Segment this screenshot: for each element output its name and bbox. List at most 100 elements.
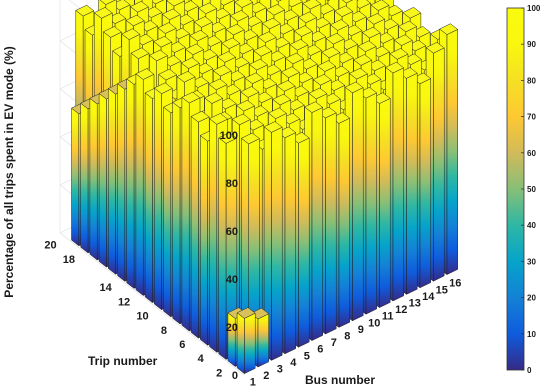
x-tick-label: 5 <box>304 350 310 362</box>
bar-top-face <box>334 5 354 17</box>
bar-top-face <box>93 7 113 19</box>
tick-labels: 0204060801001234567891011121314151624681… <box>44 130 461 389</box>
bar-top-face <box>248 58 268 71</box>
x-tick-label: 16 <box>449 278 461 290</box>
bar-side-face <box>172 101 181 325</box>
bar-side-face <box>98 92 107 268</box>
bar-side-face <box>200 134 208 346</box>
bar-top-face <box>275 0 282 2</box>
colorbar-tick-label: 50 <box>527 185 536 194</box>
bar-front-face <box>284 132 296 355</box>
bar-side-face <box>209 118 218 353</box>
bar-top-face <box>75 4 95 17</box>
x-tick-label: 14 <box>422 291 435 303</box>
bar-front-face <box>325 112 337 335</box>
bar-front-face <box>433 47 445 282</box>
bar <box>263 121 283 361</box>
x-tick-label: 8 <box>344 331 350 343</box>
bar-front-face <box>338 117 350 328</box>
y-tick-label: 2 <box>216 367 222 379</box>
bar-side-face <box>181 96 190 332</box>
bar-top-face <box>212 64 232 77</box>
bar-top-face <box>225 23 245 36</box>
colorbar-tick-label: 60 <box>527 149 536 158</box>
bar-top-face <box>321 46 341 59</box>
bar-front-face <box>379 98 391 308</box>
colorbar-tick-label: 0 <box>527 366 532 375</box>
bar-top-face <box>317 60 337 72</box>
bar-top-face <box>353 54 373 66</box>
bar-top-face <box>257 31 277 43</box>
bar-top-face <box>329 19 349 31</box>
bar-top-face <box>285 52 305 65</box>
bar-top-face <box>135 68 155 80</box>
bar-top-face <box>312 74 332 86</box>
bar-side-face <box>163 106 172 318</box>
bar-top-face <box>425 42 445 54</box>
bar-top-face <box>398 20 418 33</box>
colorbar-tick-label: 40 <box>527 221 536 230</box>
bar-top-face <box>190 110 210 123</box>
bar-top-face <box>361 26 381 39</box>
x-tick-label: 2 <box>263 370 269 382</box>
bar-top-face <box>153 36 173 48</box>
bar-side-face <box>117 83 126 282</box>
bar-top-face <box>153 82 173 94</box>
bar-top-face <box>236 307 256 319</box>
bar <box>236 307 256 375</box>
bar-front-face <box>257 313 269 368</box>
colorbar-tick-label: 10 <box>527 330 536 339</box>
bar-top-face <box>289 39 309 51</box>
bar-top-face <box>121 28 141 40</box>
bar-top-face <box>302 0 322 10</box>
bar-top-face <box>181 91 201 104</box>
bar-side-face <box>227 312 236 368</box>
bar-top-face <box>276 80 296 92</box>
bar-top-face <box>267 107 287 119</box>
bar-top-face <box>198 2 218 14</box>
bar-side-face <box>135 73 144 297</box>
bar-top-face <box>263 121 283 133</box>
bar-front-face <box>392 67 404 302</box>
bar-top-face <box>102 26 122 38</box>
bar-top-face <box>261 17 281 30</box>
bar-top-face <box>185 43 205 56</box>
bars-layer <box>71 0 459 375</box>
bar-front-face <box>406 72 418 295</box>
bar-top-face <box>221 37 241 49</box>
z-tick-label: 0 <box>232 370 238 382</box>
bar-front-face <box>311 107 323 341</box>
bar-top-face <box>244 72 264 84</box>
bar-side-face <box>190 115 199 339</box>
bar-side-face <box>80 102 89 254</box>
y-tick-label: 18 <box>63 254 75 266</box>
colorbar-tick-label: 90 <box>527 40 536 49</box>
bar-top-face <box>217 51 237 63</box>
bar-front-face <box>244 312 256 374</box>
colorbar-tick-label: 70 <box>527 113 536 122</box>
bar-top-face <box>439 23 459 35</box>
bar-top-face <box>298 11 318 24</box>
y-tick-label: 14 <box>100 282 113 294</box>
bar-top-face <box>393 34 413 46</box>
x-tick-label: 4 <box>290 357 297 369</box>
bar-top-face <box>130 47 150 59</box>
bar-top-face <box>208 78 228 91</box>
bar-front-face <box>298 137 310 348</box>
bar-top-face <box>326 0 331 2</box>
bar-top-face <box>344 81 364 94</box>
z-tick-label: 40 <box>226 274 238 286</box>
x-tick-label: 3 <box>277 364 283 376</box>
bar-top-face <box>266 4 286 16</box>
bar-top-face <box>161 8 181 21</box>
bar-top-face <box>325 32 345 45</box>
bar-top-face <box>402 7 422 19</box>
x-tick-label: 13 <box>409 298 421 310</box>
colorbar-tick-label: 20 <box>527 294 536 303</box>
z-tick-label: 100 <box>220 130 238 142</box>
y-tick-label: 6 <box>179 339 185 351</box>
x-tick-label: 15 <box>436 284 448 296</box>
colorbar-tick-label: 30 <box>527 257 536 266</box>
bar-top-face <box>370 0 390 11</box>
